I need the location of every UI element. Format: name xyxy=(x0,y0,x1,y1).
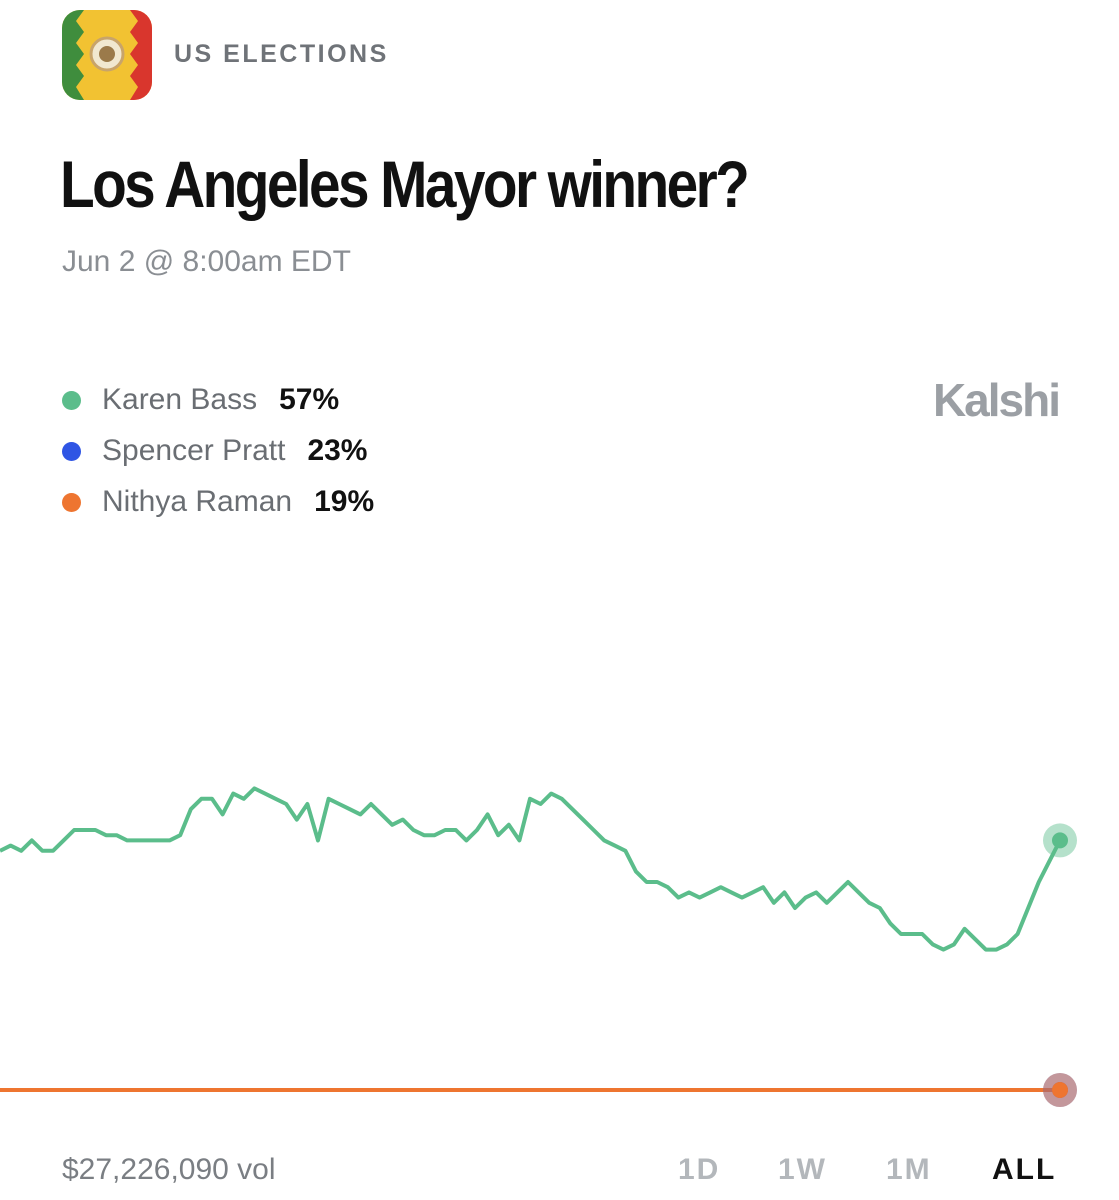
event-date: Jun 2 @ 8:00am EDT xyxy=(62,245,351,278)
range-1d-button[interactable]: 1D xyxy=(678,1153,721,1186)
series-line-karen-bass xyxy=(0,786,1062,952)
volume-label: $27,226,090 vol xyxy=(62,1153,276,1186)
series-end-point xyxy=(1052,832,1068,849)
price-history-chart xyxy=(0,786,1077,1107)
legend-name: Spencer Pratt xyxy=(102,434,286,467)
la-city-seal-icon xyxy=(62,10,152,100)
range-all-button[interactable]: ALL xyxy=(992,1153,1057,1186)
legend-percent: 23% xyxy=(307,434,368,467)
legend-dot xyxy=(62,492,81,512)
legend-name: Karen Bass xyxy=(102,383,258,416)
kalshi-logo: Kalshi xyxy=(932,374,1061,426)
legend-item-nithya-raman: Nithya Raman 19% xyxy=(62,484,374,520)
page-title: Los Angeles Mayor winner? xyxy=(60,147,750,221)
legend-name: Nithya Raman xyxy=(102,485,293,518)
legend-item-karen-bass: Karen Bass 57% xyxy=(62,382,339,418)
legend-dot xyxy=(62,441,81,461)
legend-percent: 19% xyxy=(314,485,375,518)
range-1m-button[interactable]: 1M xyxy=(886,1153,932,1186)
legend-percent: 57% xyxy=(279,383,340,416)
legend-item-spencer-pratt: Spencer Pratt 23% xyxy=(62,433,367,469)
legend-dot xyxy=(62,390,81,410)
series-end-point xyxy=(1052,1082,1068,1098)
category-label: US ELECTIONS xyxy=(174,40,389,68)
range-1w-button[interactable]: 1W xyxy=(778,1153,827,1186)
